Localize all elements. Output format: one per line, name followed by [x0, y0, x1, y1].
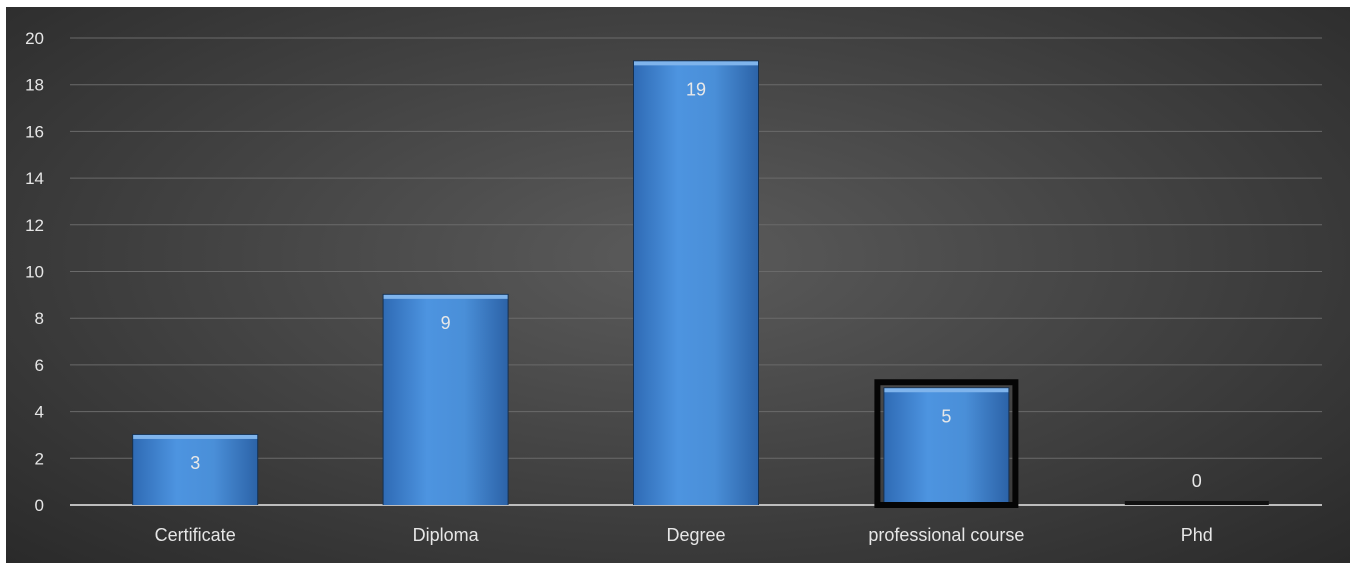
- category-label-0: Certificate: [155, 525, 236, 545]
- y-tick-label-8: 8: [35, 309, 44, 328]
- data-label-2: 19: [686, 79, 706, 99]
- bar-highlight-1: [383, 294, 508, 299]
- y-tick-label-20: 20: [25, 29, 44, 48]
- y-tick-label-12: 12: [25, 216, 44, 235]
- bar-shadow-frame-3: [874, 379, 1019, 508]
- y-tick-label-0: 0: [35, 496, 44, 515]
- category-label-2: Degree: [666, 525, 725, 545]
- data-label-4: 0: [1192, 471, 1202, 491]
- bar-highlight-2: [634, 61, 758, 66]
- data-label-1: 9: [441, 313, 451, 333]
- bar-chart: 0 2 4 6 8 10 12 14 16 18 20 3 Certificate 9 Diploma 19 D…: [6, 7, 1350, 563]
- bar-highlight-0: [133, 434, 258, 439]
- category-label-4: Phd: [1181, 525, 1213, 545]
- y-tick-label-16: 16: [25, 122, 44, 141]
- bars-layer: [132, 60, 1269, 508]
- labels-layer: 0 2 4 6 8 10 12 14 16 18 20 3 Certificate 9 Diploma 19 D…: [25, 29, 1213, 545]
- y-tick-label-2: 2: [35, 449, 44, 468]
- bar-0: [133, 434, 258, 505]
- bar-highlight-3: [884, 388, 1009, 393]
- category-label-3: professional course: [868, 525, 1024, 545]
- bar-1: [383, 294, 508, 505]
- data-label-0: 3: [190, 453, 200, 473]
- y-tick-label-10: 10: [25, 263, 44, 282]
- y-tick-label-6: 6: [35, 356, 44, 375]
- data-label-3: 5: [941, 406, 951, 426]
- category-label-1: Diploma: [413, 525, 480, 545]
- y-tick-label-18: 18: [25, 76, 44, 95]
- bar-4: [1124, 501, 1269, 505]
- y-tick-label-4: 4: [35, 403, 44, 422]
- bar-2: [634, 61, 758, 505]
- bar-3: [884, 388, 1009, 505]
- chart-canvas: 0 2 4 6 8 10 12 14 16 18 20 3 Certificate 9 Diploma 19 D…: [25, 29, 1322, 545]
- y-tick-label-14: 14: [25, 169, 44, 188]
